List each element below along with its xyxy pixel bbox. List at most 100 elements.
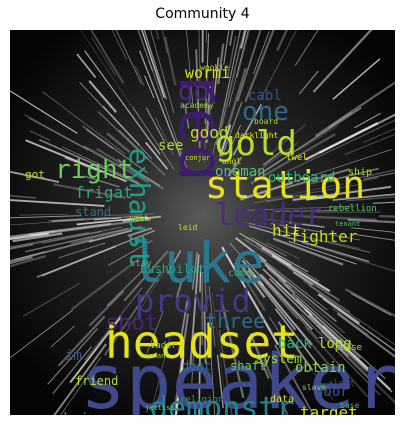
light-streak bbox=[53, 343, 107, 415]
word-one: one bbox=[242, 97, 289, 127]
word-exhaust: exhaust bbox=[123, 148, 156, 266]
light-streak bbox=[108, 240, 153, 266]
light-streak bbox=[57, 315, 106, 367]
light-streak bbox=[363, 128, 395, 143]
light-streak bbox=[308, 284, 395, 346]
word-leid: leid bbox=[178, 223, 197, 232]
light-streak bbox=[244, 238, 340, 301]
word-station: station bbox=[205, 163, 365, 207]
light-streak bbox=[253, 274, 313, 346]
word-hit: hit bbox=[272, 221, 301, 240]
light-streak bbox=[301, 242, 395, 272]
light-streak bbox=[216, 354, 224, 409]
light-streak bbox=[184, 105, 190, 129]
word-religion: religion bbox=[180, 395, 223, 405]
light-streak bbox=[175, 277, 184, 299]
light-streak bbox=[50, 325, 75, 348]
word-fighter: fighter bbox=[290, 227, 358, 246]
light-streak bbox=[332, 193, 395, 201]
word-darklight: darklight bbox=[235, 131, 279, 140]
light-streak bbox=[219, 124, 232, 157]
light-streak bbox=[317, 293, 361, 325]
light-streak bbox=[245, 222, 371, 253]
light-streak bbox=[316, 324, 395, 404]
word-back: back bbox=[278, 336, 312, 352]
light-streak bbox=[288, 240, 357, 265]
light-streak bbox=[154, 117, 175, 156]
light-streak bbox=[227, 156, 243, 177]
light-streak bbox=[251, 298, 276, 339]
light-streak bbox=[292, 185, 392, 201]
light-streak bbox=[239, 232, 309, 273]
light-streak bbox=[24, 114, 126, 171]
light-streak bbox=[36, 229, 156, 278]
light-streak bbox=[310, 176, 334, 185]
light-streak bbox=[212, 57, 220, 104]
light-streak bbox=[189, 254, 200, 367]
light-streak bbox=[60, 356, 102, 415]
light-streak bbox=[111, 30, 128, 60]
word-wookie: wookie bbox=[200, 63, 229, 72]
light-streak bbox=[266, 196, 300, 203]
light-streak bbox=[274, 308, 324, 373]
light-streak bbox=[274, 344, 315, 415]
light-streak bbox=[295, 298, 362, 359]
light-streak bbox=[61, 146, 139, 183]
word-door: door bbox=[315, 384, 349, 400]
word-long: long bbox=[318, 336, 352, 352]
light-streak bbox=[247, 269, 297, 331]
light-streak bbox=[210, 352, 216, 415]
light-streak bbox=[10, 230, 55, 239]
light-streak bbox=[117, 158, 161, 187]
word-good: good bbox=[190, 123, 229, 142]
light-streak bbox=[88, 80, 117, 113]
light-streak bbox=[25, 227, 129, 253]
light-streak bbox=[262, 268, 313, 316]
word-friend: friend bbox=[75, 374, 118, 388]
light-streak bbox=[14, 251, 46, 260]
light-streak bbox=[115, 30, 143, 85]
light-streak bbox=[372, 201, 395, 204]
light-streak bbox=[89, 30, 125, 84]
word-remnant: remnant bbox=[140, 352, 170, 360]
light-streak bbox=[277, 259, 303, 276]
word-obtain: obtain bbox=[295, 360, 346, 376]
light-streak bbox=[336, 312, 395, 358]
light-streak bbox=[323, 167, 379, 183]
light-streak bbox=[137, 30, 154, 72]
light-streak bbox=[226, 67, 247, 129]
light-streak bbox=[174, 357, 185, 415]
light-streak bbox=[198, 30, 201, 83]
light-streak bbox=[312, 30, 373, 93]
light-streak bbox=[10, 226, 123, 250]
light-streak bbox=[272, 210, 338, 212]
light-streak bbox=[121, 257, 174, 340]
light-streak bbox=[97, 110, 149, 160]
light-streak bbox=[205, 84, 212, 143]
word-gold: gold bbox=[215, 124, 297, 164]
light-streak bbox=[266, 267, 292, 289]
light-streak bbox=[10, 232, 49, 240]
light-streak bbox=[10, 232, 89, 248]
word-jettison: jettison bbox=[145, 404, 179, 412]
word-alert: alert bbox=[328, 379, 355, 389]
light-streak bbox=[221, 246, 279, 346]
light-streak bbox=[350, 169, 395, 181]
light-streak bbox=[164, 36, 177, 86]
word-right: right bbox=[55, 155, 133, 185]
light-streak bbox=[318, 113, 395, 154]
light-streak bbox=[262, 150, 282, 167]
word-dont: dont bbox=[182, 359, 211, 373]
light-streak bbox=[134, 65, 145, 86]
light-streak bbox=[76, 53, 97, 79]
light-streak bbox=[10, 90, 78, 134]
light-streak bbox=[246, 141, 299, 181]
light-streak bbox=[83, 145, 150, 184]
word-rebe: rebe bbox=[228, 414, 252, 415]
light-streak bbox=[298, 124, 339, 152]
light-streak bbox=[240, 30, 247, 49]
word-target: target bbox=[300, 403, 358, 415]
light-streak bbox=[215, 30, 241, 146]
light-streak bbox=[76, 216, 148, 226]
light-streak bbox=[235, 30, 250, 78]
